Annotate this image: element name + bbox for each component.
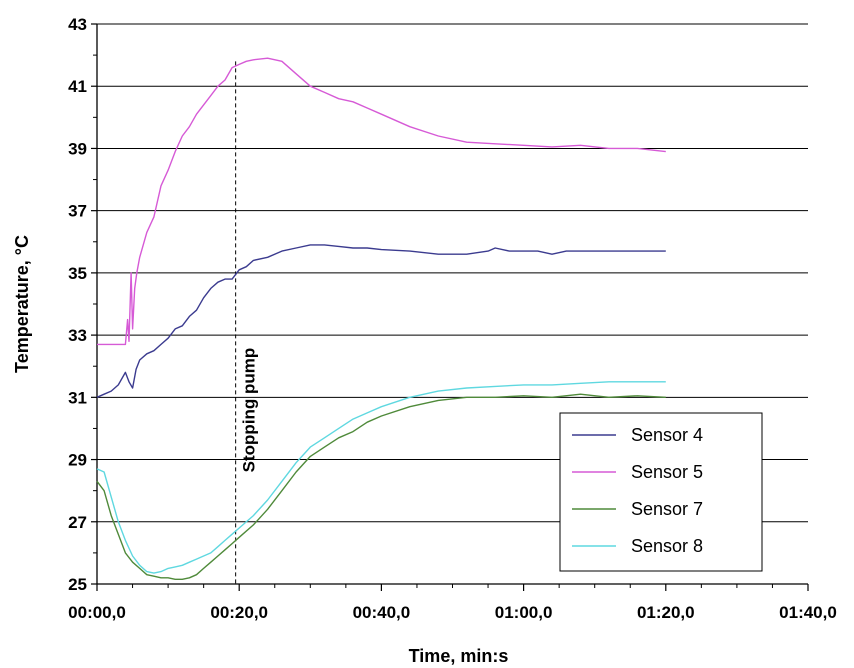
tick-labels: 25 27 29 31 33 35 37 39 41 43 00:00,0 00:20,0 00:40,… (68, 15, 837, 622)
series-lines (96, 57, 666, 580)
y-tick-label: 29 (68, 451, 87, 470)
series-line-sensor-8 (96, 381, 666, 574)
y-tick-label: 41 (68, 77, 87, 96)
series-line-sensor-5 (97, 57, 666, 346)
x-axis-title: Time, min:s (409, 646, 509, 666)
gridlines (97, 23, 808, 523)
legend-label-sensor-5: Sensor 5 (631, 462, 703, 482)
y-tick-label: 33 (68, 326, 87, 345)
y-axis-title: Temperature, °C (12, 235, 32, 373)
series-line-sensor-4 (96, 244, 666, 398)
series-line-sensor-7 (96, 393, 666, 580)
y-tick-label: 27 (68, 513, 87, 532)
stopping-pump-label: Stopping pump (240, 348, 259, 473)
y-tick-label: 43 (68, 15, 87, 34)
x-tick-label: 00:20,0 (210, 603, 268, 622)
x-tick-label: 00:40,0 (353, 603, 411, 622)
tick-marks (91, 23, 809, 591)
legend: Sensor 4 Sensor 5 Sensor 7 Sensor 8 (559, 412, 763, 572)
y-tick-label: 37 (68, 202, 87, 221)
y-tick-label: 25 (68, 575, 87, 594)
y-tick-label: 31 (68, 388, 87, 407)
x-tick-label: 01:00,0 (495, 603, 553, 622)
x-tick-label: 00:00,0 (68, 603, 126, 622)
x-tick-label: 01:40,0 (779, 603, 837, 622)
legend-label-sensor-7: Sensor 7 (631, 499, 703, 519)
y-tick-label: 39 (68, 139, 87, 158)
legend-label-sensor-8: Sensor 8 (631, 536, 703, 556)
legend-box (559, 412, 763, 572)
stopping-pump-annotation: Stopping pump (235, 61, 259, 584)
y-tick-label: 35 (68, 264, 87, 283)
legend-label-sensor-4: Sensor 4 (631, 425, 703, 445)
x-tick-label: 01:20,0 (637, 603, 695, 622)
